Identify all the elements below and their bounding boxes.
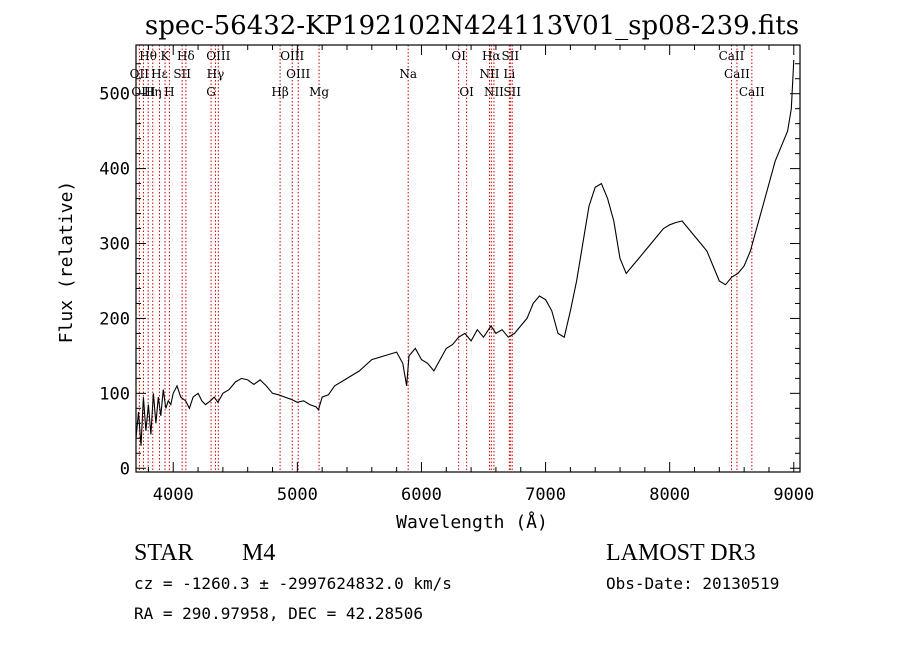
x-tick-label: 5000 bbox=[277, 485, 318, 505]
plot-frame bbox=[135, 44, 801, 473]
line-label: Hθ bbox=[139, 49, 157, 63]
survey-name: LAMOST DR3 bbox=[606, 540, 756, 566]
y-axis-ticks: 0 100 200 300 400 500 bbox=[99, 63, 800, 479]
line-label: OIII bbox=[286, 67, 310, 81]
line-label: K bbox=[161, 49, 171, 63]
y-tick-label: 400 bbox=[99, 160, 130, 180]
redshift-readout: cz = -1260.3 ± -2997624832.0 km/s bbox=[134, 574, 452, 593]
y-tick-label: 300 bbox=[99, 235, 130, 255]
spectrum-line bbox=[135, 59, 795, 446]
object-class: STAR bbox=[134, 540, 194, 566]
line-label: Hβ bbox=[271, 85, 288, 99]
line-label: CaII bbox=[724, 67, 750, 81]
line-label: SII bbox=[173, 67, 191, 81]
line-label: H bbox=[164, 85, 174, 99]
line-label: SII bbox=[501, 49, 519, 63]
line-label: NII bbox=[479, 67, 499, 81]
y-tick-label: 0 bbox=[120, 459, 130, 479]
line-label: Li bbox=[503, 67, 515, 81]
y-tick-label: 200 bbox=[99, 309, 130, 329]
line-label: OI bbox=[451, 49, 466, 63]
line-label: Hδ bbox=[177, 49, 195, 63]
observation-date: Obs-Date: 20130519 bbox=[606, 574, 780, 593]
line-label: OI bbox=[459, 85, 474, 99]
line-label: Hη bbox=[144, 85, 162, 99]
line-label: Hα bbox=[482, 49, 501, 63]
line-label: CaII bbox=[719, 49, 745, 63]
coordinates-readout: RA = 290.97958, DEC = 42.28506 bbox=[134, 604, 423, 623]
line-label: Hγ bbox=[207, 67, 225, 81]
line-label: Mg bbox=[309, 85, 329, 99]
line-label: OII bbox=[130, 67, 150, 81]
line-label: SII bbox=[503, 85, 521, 99]
line-label: Hε bbox=[151, 67, 168, 81]
line-label: CaII bbox=[739, 85, 765, 99]
x-tick-label: 6000 bbox=[401, 485, 442, 505]
x-axis-ticks: 4000 5000 6000 7000 8000 9000 bbox=[147, 45, 814, 505]
chart-title: spec-56432-KP192102N424113V01_sp08-239.f… bbox=[145, 11, 799, 41]
x-axis-label: Wavelength (Å) bbox=[396, 511, 548, 533]
line-label: G bbox=[206, 85, 216, 99]
line-label: NII bbox=[484, 85, 504, 99]
x-tick-label: 9000 bbox=[773, 485, 814, 505]
x-tick-label: 7000 bbox=[525, 485, 566, 505]
x-tick-label: 8000 bbox=[649, 485, 690, 505]
y-axis-label: Flux (relative) bbox=[56, 181, 77, 344]
line-label: OIII bbox=[280, 49, 304, 63]
y-tick-label: 100 bbox=[99, 384, 130, 404]
object-subclass: M4 bbox=[242, 540, 276, 566]
spectral-line-markers bbox=[138, 45, 753, 472]
x-tick-label: 4000 bbox=[153, 485, 194, 505]
y-tick-label: 500 bbox=[99, 85, 130, 105]
line-label: Na bbox=[399, 67, 417, 81]
line-label: OIII bbox=[131, 85, 155, 99]
line-label: OIII bbox=[206, 49, 230, 63]
